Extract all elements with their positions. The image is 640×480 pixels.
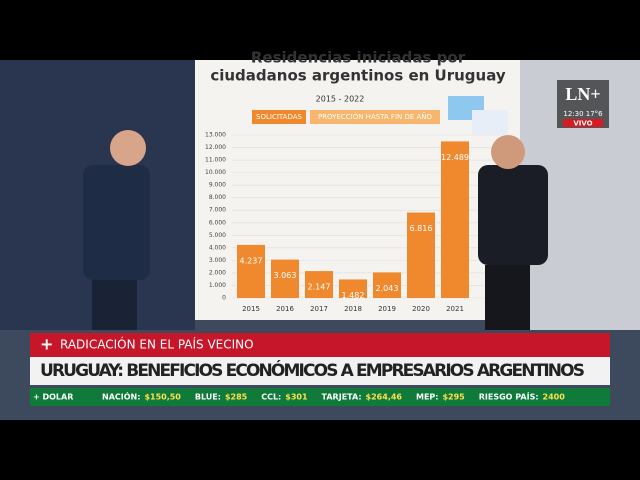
logo-brand: LN+ — [565, 84, 600, 104]
value-label: 6.816 — [410, 224, 433, 233]
x-tick-label: 2019 — [378, 305, 396, 313]
y-tick-label: 13.000 — [205, 132, 226, 139]
ticker-band — [30, 388, 610, 406]
headline: URUGUAY: BENEFICIOS ECONÓMICOS A EMPRESA… — [40, 359, 585, 381]
ticker-value: $150,50 — [144, 393, 181, 402]
presenter-left-legs — [92, 280, 137, 330]
x-tick-label: 2016 — [276, 305, 294, 313]
flag-uruguay — [472, 110, 508, 134]
bar — [407, 212, 435, 298]
ticker-value: $301 — [285, 393, 308, 402]
value-label: 1.482 — [342, 291, 365, 300]
legend-label: PROYECCIÓN HASTA FIN DE AÑO — [318, 112, 433, 121]
legend-swatch — [252, 110, 306, 124]
y-tick-label: 12.000 — [205, 144, 226, 151]
value-label: 2.147 — [308, 283, 331, 292]
bar — [237, 244, 265, 298]
y-tick-label: 4.000 — [209, 244, 226, 251]
ticker-name: TARJETA: — [322, 393, 362, 402]
ticker-name: BLUE: — [195, 393, 221, 402]
kicker: RADICACIÓN EN EL PAÍS VECINO — [60, 337, 254, 352]
plot: 0 1.000 2.000 3.000 4.000 5.000 6.000 7.000 8.00… — [205, 132, 505, 313]
headline-band — [30, 357, 610, 385]
chart-title: ciudadanos argentinos en Uruguay — [210, 67, 506, 85]
y-tick-label: 7.000 — [209, 207, 226, 214]
y-tick-label: 10.000 — [205, 169, 226, 176]
bar — [339, 279, 367, 298]
legend-swatch — [310, 110, 440, 124]
live-label: VIVO — [573, 120, 592, 128]
y-tick-label: 5.000 — [209, 232, 226, 239]
y-tick-label: 2.000 — [209, 269, 226, 276]
value-label: 2.043 — [376, 284, 399, 293]
chart-subtitle: 2015 - 2022 — [316, 95, 365, 104]
ticker-value: $285 — [225, 393, 248, 402]
ticker-value: 2400 — [543, 393, 566, 402]
bar — [441, 141, 469, 298]
y-tick-label: 1.000 — [209, 282, 226, 289]
ticker-name: RIESGO PAÍS: — [479, 391, 539, 402]
ticker-name: MEP: — [416, 393, 439, 402]
presenter-right-legs — [485, 265, 530, 330]
bar — [305, 271, 333, 298]
ticker-label: + DOLAR — [33, 393, 73, 402]
value-label: 12.489 — [441, 153, 469, 162]
ticker-value: $295 — [442, 393, 465, 402]
x-tick-label: 2018 — [344, 305, 362, 313]
x-tick-label: 2015 — [242, 305, 260, 313]
logo-clock: 12:30 17°6 — [563, 110, 603, 118]
kicker-band — [30, 333, 610, 357]
y-tick-label: 9.000 — [209, 182, 226, 189]
presenter-left — [83, 165, 150, 280]
y-tick-label: 3.000 — [209, 257, 226, 264]
x-tick-label: 2020 — [412, 305, 430, 313]
presenter-left-head — [110, 130, 146, 166]
ticker-name: NACIÓN: — [102, 391, 140, 402]
ticker-items: NACIÓN: $150,50 BLUE: $285 CCL: $301 TARJETA: $… — [102, 391, 565, 402]
presenter-right-head — [491, 135, 525, 169]
y-tick-label: 0 — [222, 295, 226, 302]
value-label: 3.063 — [274, 271, 297, 280]
value-label: 4.237 — [240, 256, 263, 265]
plus-icon: + — [40, 335, 53, 354]
presenter-right — [478, 165, 548, 265]
live-box — [563, 119, 603, 127]
ticker-name: CCL: — [261, 393, 281, 402]
legend-label: SOLICITADAS — [256, 113, 302, 121]
x-tick-label: 2021 — [446, 305, 464, 313]
chart-title: Residencias iniciadas por — [251, 49, 466, 67]
ticker-value: $264,46 — [366, 393, 403, 402]
x-tick-label: 2017 — [310, 305, 328, 313]
y-tick-label: 6.000 — [209, 219, 226, 226]
y-tick-label: 11.000 — [205, 157, 226, 164]
y-tick-label: 8.000 — [209, 194, 226, 201]
bar — [373, 272, 401, 298]
bar — [271, 259, 299, 298]
